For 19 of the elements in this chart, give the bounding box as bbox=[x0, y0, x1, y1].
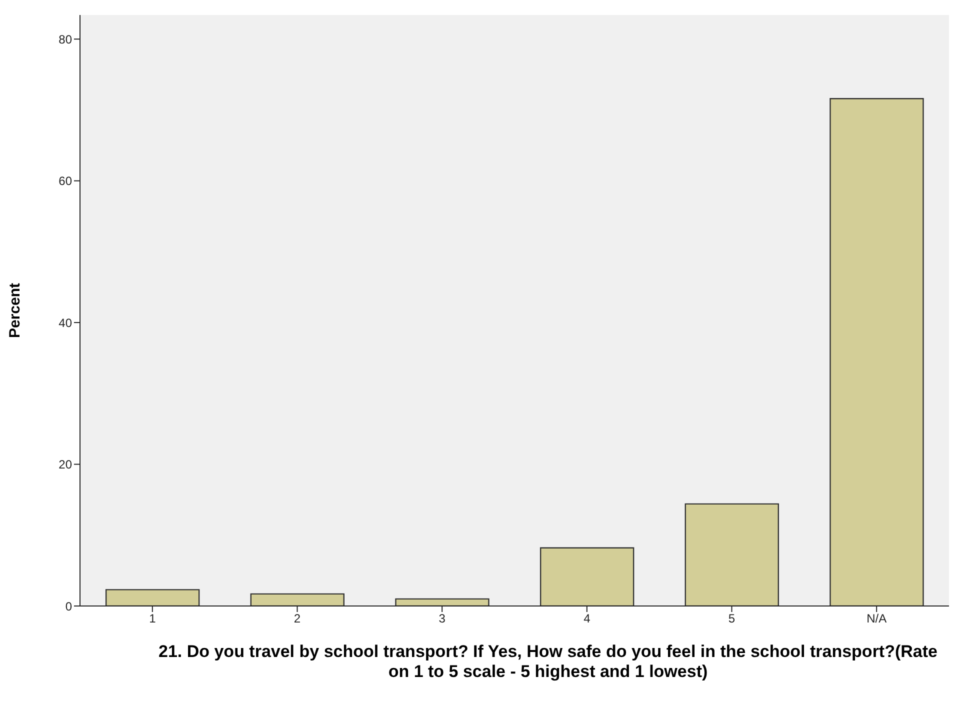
x-axis-title: 21. Do you travel by school transport? If Yes, How safe do you feel in the school transport?(Rate on 1 to 5 scale - 5 highest and 1 lowest) bbox=[158, 642, 938, 682]
bar bbox=[395, 598, 490, 606]
x-tick-label: 4 bbox=[584, 612, 591, 626]
y-tick-label: 40 bbox=[58, 316, 72, 330]
bar bbox=[540, 547, 634, 606]
y-tick-label: 0 bbox=[65, 599, 72, 614]
bar bbox=[830, 98, 924, 606]
y-axis-title: Percent bbox=[6, 282, 24, 338]
bar bbox=[684, 503, 780, 606]
y-tick-label: 60 bbox=[58, 174, 72, 188]
x-tick-label: 5 bbox=[728, 612, 736, 626]
x-tick-label: 3 bbox=[438, 612, 446, 626]
bar bbox=[250, 593, 345, 606]
y-tick-label: 80 bbox=[58, 32, 72, 46]
x-tick-label: 2 bbox=[294, 612, 301, 626]
x-tick-label: N/A bbox=[866, 612, 887, 626]
y-tick-label: 20 bbox=[58, 458, 72, 472]
bar bbox=[105, 589, 200, 606]
x-tick-label: 1 bbox=[149, 612, 156, 626]
